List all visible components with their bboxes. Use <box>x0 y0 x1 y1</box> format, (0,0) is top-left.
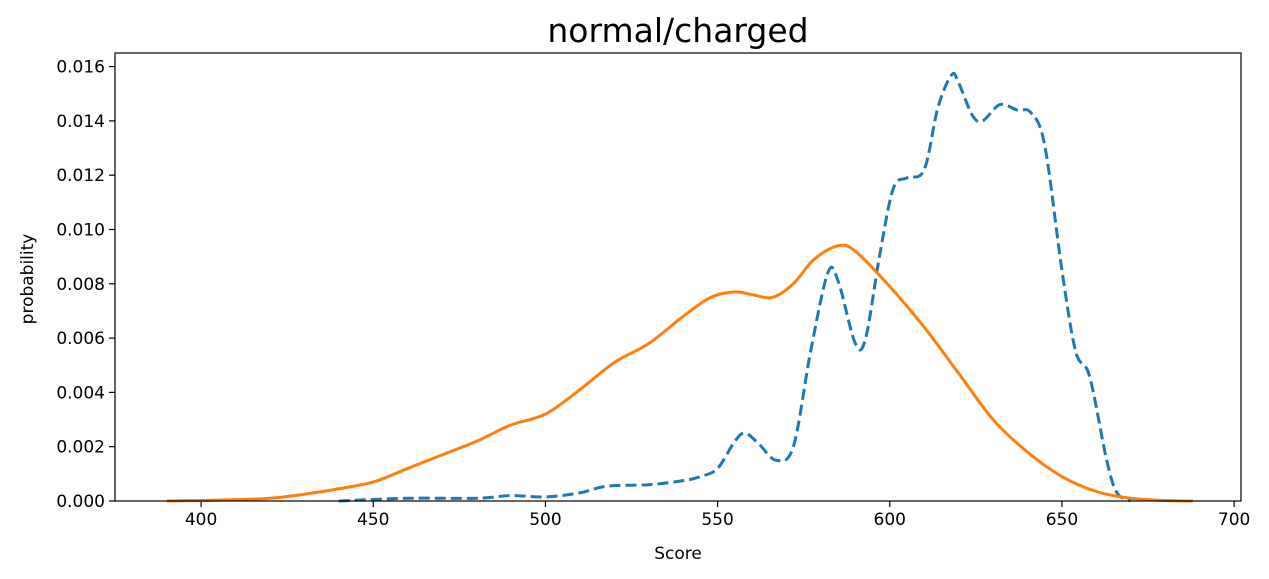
y-tick-label: 0.006 <box>56 329 105 349</box>
y-tick-label: 0.000 <box>56 492 105 512</box>
plot-frame <box>114 52 1242 502</box>
x-axis-label: Score <box>654 544 702 564</box>
chart-title: normal/charged <box>547 11 808 50</box>
x-tick-label: 400 <box>185 510 217 530</box>
y-axis-label: probability <box>18 234 38 325</box>
x-tick-label: 600 <box>874 510 906 530</box>
y-tick-label: 0.012 <box>56 166 105 186</box>
x-tick-label: 500 <box>529 510 561 530</box>
x-tick-label: 700 <box>1218 510 1250 530</box>
y-tick-label: 0.010 <box>56 220 105 240</box>
x-tick-label: 550 <box>701 510 733 530</box>
y-tick-label: 0.008 <box>56 275 105 295</box>
y-tick-label: 0.004 <box>56 383 105 403</box>
y-tick-label: 0.016 <box>56 58 105 78</box>
x-tick-label: 450 <box>357 510 389 530</box>
y-tick-label: 0.014 <box>56 112 105 132</box>
y-tick-label: 0.002 <box>56 438 105 458</box>
series-line-1 <box>338 71 1132 503</box>
series-line-2 <box>166 243 1193 503</box>
x-tick-label: 650 <box>1046 510 1078 530</box>
